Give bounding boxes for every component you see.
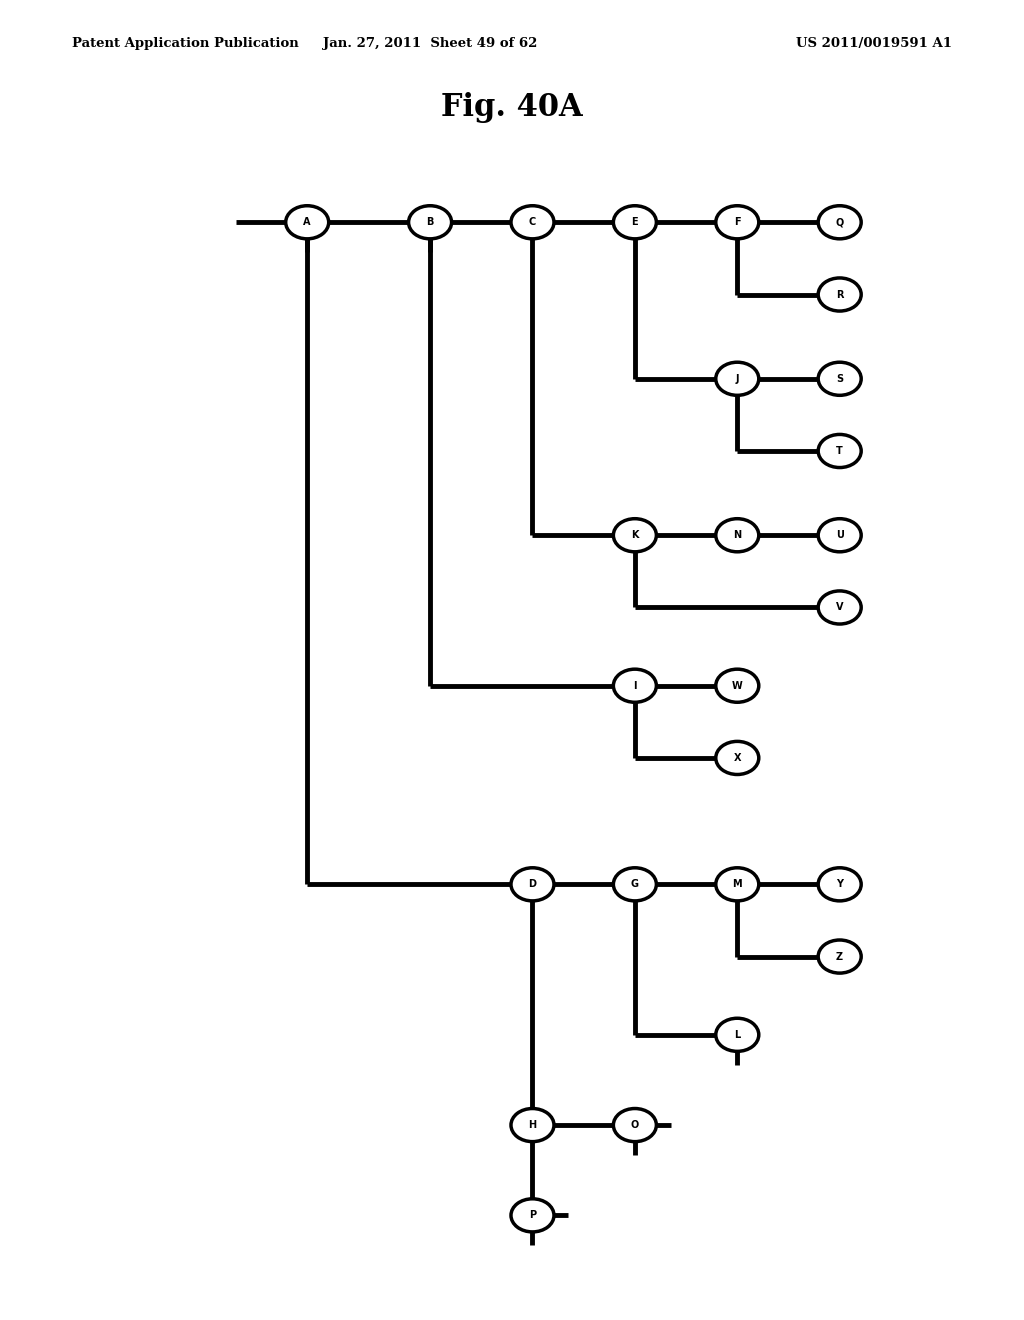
Text: S: S	[837, 374, 843, 384]
Ellipse shape	[613, 867, 656, 900]
Text: X: X	[733, 752, 741, 763]
Text: U: U	[836, 531, 844, 540]
Ellipse shape	[511, 1109, 554, 1142]
Ellipse shape	[818, 940, 861, 973]
Ellipse shape	[818, 519, 861, 552]
Text: F: F	[734, 218, 740, 227]
Ellipse shape	[818, 434, 861, 467]
Text: Y: Y	[837, 879, 843, 890]
Text: E: E	[632, 218, 638, 227]
Text: N: N	[733, 531, 741, 540]
Ellipse shape	[716, 362, 759, 395]
Ellipse shape	[818, 362, 861, 395]
Ellipse shape	[818, 591, 861, 624]
Ellipse shape	[716, 206, 759, 239]
Text: T: T	[837, 446, 843, 455]
Ellipse shape	[511, 1199, 554, 1232]
Text: D: D	[528, 879, 537, 890]
Text: B: B	[426, 218, 434, 227]
Text: R: R	[836, 289, 844, 300]
Ellipse shape	[818, 867, 861, 900]
Ellipse shape	[613, 519, 656, 552]
Text: H: H	[528, 1121, 537, 1130]
Text: I: I	[633, 681, 637, 690]
Text: V: V	[836, 602, 844, 612]
Text: Fig. 40A: Fig. 40A	[441, 92, 583, 123]
Ellipse shape	[409, 206, 452, 239]
Text: O: O	[631, 1121, 639, 1130]
Text: J: J	[735, 374, 739, 384]
Ellipse shape	[716, 519, 759, 552]
Ellipse shape	[716, 742, 759, 775]
Text: C: C	[528, 218, 537, 227]
Text: A: A	[303, 218, 311, 227]
Ellipse shape	[613, 669, 656, 702]
Ellipse shape	[613, 1109, 656, 1142]
Ellipse shape	[716, 867, 759, 900]
Ellipse shape	[511, 206, 554, 239]
Ellipse shape	[716, 669, 759, 702]
Ellipse shape	[613, 206, 656, 239]
Text: M: M	[732, 879, 742, 890]
Ellipse shape	[818, 206, 861, 239]
Ellipse shape	[716, 1018, 759, 1051]
Ellipse shape	[818, 279, 861, 312]
Text: Jan. 27, 2011  Sheet 49 of 62: Jan. 27, 2011 Sheet 49 of 62	[323, 37, 538, 50]
Text: P: P	[529, 1210, 536, 1221]
Text: W: W	[732, 681, 742, 690]
Ellipse shape	[511, 867, 554, 900]
Text: K: K	[631, 531, 639, 540]
Text: Z: Z	[837, 952, 843, 961]
Text: L: L	[734, 1030, 740, 1040]
Text: G: G	[631, 879, 639, 890]
Ellipse shape	[286, 206, 329, 239]
Text: Q: Q	[836, 218, 844, 227]
Text: US 2011/0019591 A1: US 2011/0019591 A1	[797, 37, 952, 50]
Text: Patent Application Publication: Patent Application Publication	[72, 37, 298, 50]
